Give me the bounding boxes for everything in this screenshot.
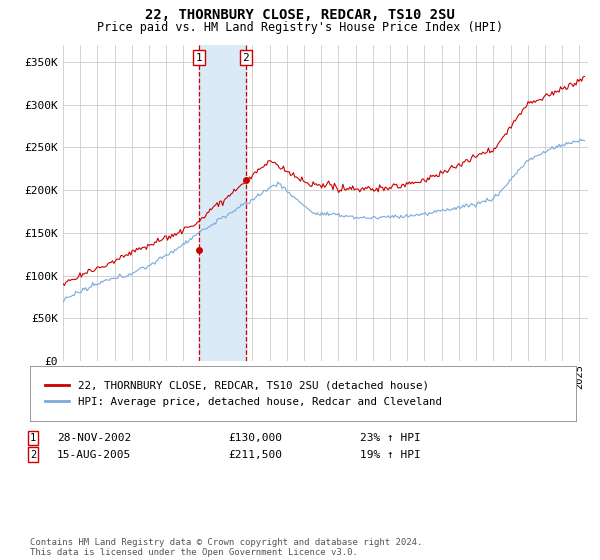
Text: 23% ↑ HPI: 23% ↑ HPI xyxy=(360,433,421,443)
Text: Contains HM Land Registry data © Crown copyright and database right 2024.
This d: Contains HM Land Registry data © Crown c… xyxy=(30,538,422,557)
Text: 1: 1 xyxy=(196,53,203,63)
Text: Price paid vs. HM Land Registry's House Price Index (HPI): Price paid vs. HM Land Registry's House … xyxy=(97,21,503,34)
Text: 15-AUG-2005: 15-AUG-2005 xyxy=(57,450,131,460)
Text: 2: 2 xyxy=(242,53,249,63)
Text: 22, THORNBURY CLOSE, REDCAR, TS10 2SU: 22, THORNBURY CLOSE, REDCAR, TS10 2SU xyxy=(145,8,455,22)
Text: 28-NOV-2002: 28-NOV-2002 xyxy=(57,433,131,443)
Text: 19% ↑ HPI: 19% ↑ HPI xyxy=(360,450,421,460)
Text: £130,000: £130,000 xyxy=(228,433,282,443)
Text: £211,500: £211,500 xyxy=(228,450,282,460)
Text: 1: 1 xyxy=(30,433,36,443)
Legend: 22, THORNBURY CLOSE, REDCAR, TS10 2SU (detached house), HPI: Average price, deta: 22, THORNBURY CLOSE, REDCAR, TS10 2SU (d… xyxy=(41,376,446,411)
Bar xyxy=(199,45,246,361)
Text: 2: 2 xyxy=(30,450,36,460)
